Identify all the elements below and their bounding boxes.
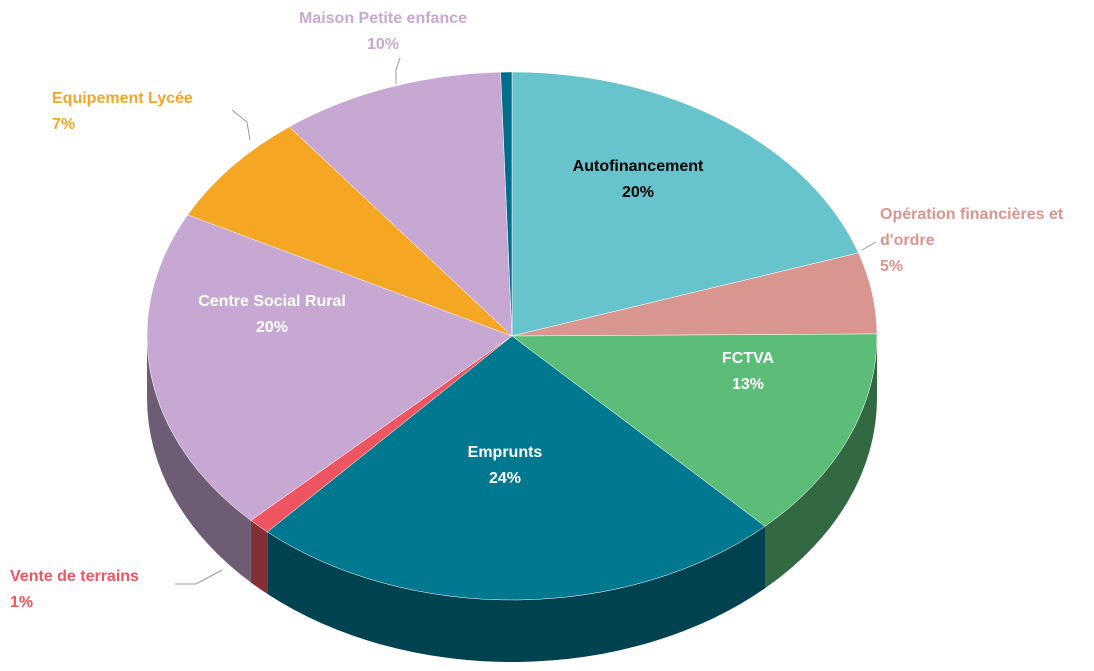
category-label: Autofinancement [572,158,704,175]
slice [288,71,513,337]
slice-side [267,526,766,662]
slice [500,71,513,337]
value-label: 7% [52,116,76,133]
leader-line [175,569,223,585]
category-label: Opération financières et d'ordre [880,206,1064,249]
slice-label: Opération financières et d'ordre 5% [880,202,1090,280]
value-label: 24% [488,470,522,487]
category-label: FCTVA [721,350,775,367]
leader-line [861,241,877,251]
value-label: 20% [255,319,289,336]
slice-label: Emprunts 24% [405,440,605,492]
category-label: Centre Social Rural [198,293,346,310]
slice [266,335,766,601]
slice-label: Equipement Lycée 7% [52,86,252,138]
category-label: Maison Petite enfance [298,10,468,27]
value-label: 1% [10,594,34,611]
leader-line [395,57,401,84]
value-label: 5% [880,258,904,275]
category-label: Equipement Lycée [52,90,193,107]
slice-label: FCTVA 13% [648,346,848,398]
value-label: 10% [366,36,400,53]
slice-side [250,520,268,594]
slice-label: Vente de terrains 1% [10,564,210,616]
slice-side [147,336,251,583]
slice-label: Centre Social Rural 20% [172,289,372,341]
category-label: Vente de terrains [10,568,139,585]
slice [511,71,859,337]
value-label: 13% [731,376,765,393]
slice [511,333,878,527]
value-label: 20% [621,184,655,201]
slice [187,126,513,337]
category-label: Emprunts [467,444,543,461]
slice-side [765,336,877,589]
slice-label: Autofinancement 20% [538,154,738,206]
slice [146,214,513,521]
leader-line [231,109,251,141]
slice-label: Maison Petite enfance 10% [283,6,483,58]
